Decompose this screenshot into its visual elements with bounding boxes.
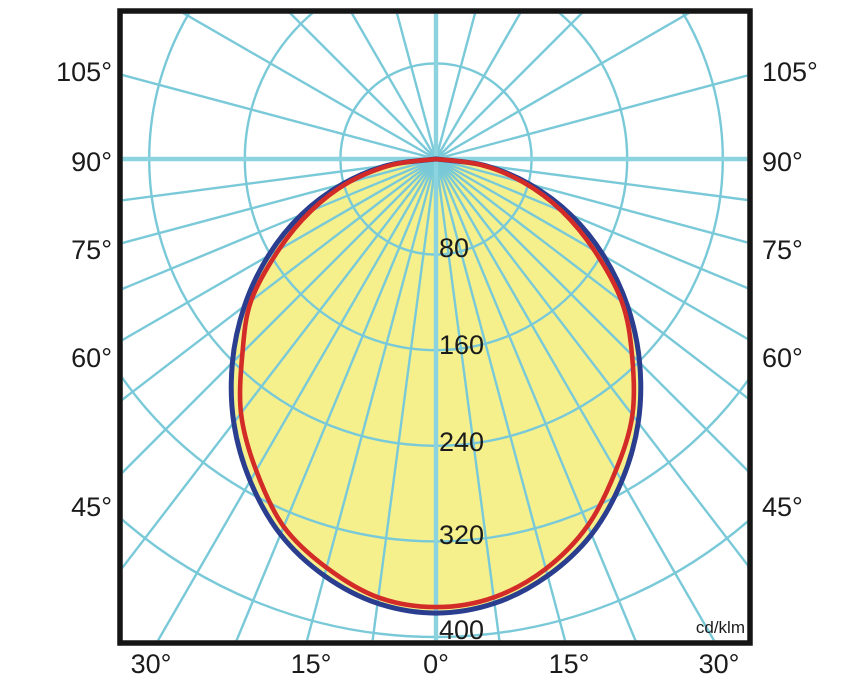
grid-ray bbox=[395, 13, 438, 160]
grid-ray bbox=[435, 157, 748, 244]
grid-ray bbox=[122, 157, 437, 342]
grid-ray bbox=[435, 157, 748, 202]
grid-ray bbox=[305, 158, 438, 641]
grid-ray bbox=[434, 158, 501, 641]
bottom-angle-label-30: 30° bbox=[698, 649, 740, 679]
grid-ray bbox=[122, 157, 437, 202]
unit-label: cd/klm bbox=[695, 618, 745, 637]
bottom-angle-label-0: 0° bbox=[423, 649, 449, 679]
grid-ray bbox=[434, 158, 567, 641]
left-angle-label-45: 45° bbox=[71, 492, 112, 522]
grid-ray bbox=[350, 13, 438, 160]
ring-label-160: 160 bbox=[439, 330, 485, 360]
grid-ray bbox=[435, 158, 748, 567]
grid-ray bbox=[435, 158, 748, 400]
ring-label-240: 240 bbox=[439, 427, 485, 457]
grid-ray bbox=[435, 158, 748, 472]
right-angle-label-90: 90° bbox=[762, 147, 803, 177]
left-angle-label-90: 90° bbox=[71, 147, 112, 177]
ring-label-400: 400 bbox=[439, 615, 485, 645]
grid-ray bbox=[156, 158, 438, 641]
grid-ray bbox=[434, 13, 477, 160]
left-angle-label-105: 105° bbox=[56, 57, 112, 87]
right-angle-label-45: 45° bbox=[762, 492, 803, 522]
bottom-angle-label-neg30: 30° bbox=[130, 649, 172, 679]
grid-ray bbox=[435, 13, 691, 161]
bottom-angle-label-neg15: 15° bbox=[290, 649, 332, 679]
grid-ray bbox=[122, 158, 437, 401]
grid-ray bbox=[122, 158, 437, 570]
left-angle-label-60: 60° bbox=[71, 343, 112, 373]
grid-ray bbox=[435, 13, 583, 160]
grid-ray bbox=[435, 157, 748, 341]
grid-ray bbox=[122, 157, 437, 245]
grid-ray bbox=[371, 158, 438, 641]
left-angle-label-75: 75° bbox=[71, 235, 112, 265]
right-angle-label-105: 105° bbox=[762, 57, 818, 87]
right-angle-label-75: 75° bbox=[762, 235, 803, 265]
grid-ray bbox=[434, 158, 637, 641]
ring-label-320: 320 bbox=[439, 520, 485, 550]
grid-ray bbox=[122, 158, 437, 474]
red-distribution-curve bbox=[237, 156, 637, 610]
grid-ray bbox=[434, 158, 716, 641]
blue-distribution-curve bbox=[228, 156, 644, 616]
grid-ray bbox=[235, 158, 438, 641]
grid-ray bbox=[434, 13, 522, 160]
right-angle-label-60: 60° bbox=[762, 343, 803, 373]
grid-ray bbox=[435, 74, 748, 161]
grid-ray bbox=[181, 13, 437, 161]
grid-ray bbox=[289, 13, 437, 160]
plot-frame bbox=[117, 8, 753, 646]
ring-label-80: 80 bbox=[439, 233, 470, 263]
grid-ray bbox=[122, 73, 437, 161]
bottom-angle-label-15: 15° bbox=[548, 649, 590, 679]
